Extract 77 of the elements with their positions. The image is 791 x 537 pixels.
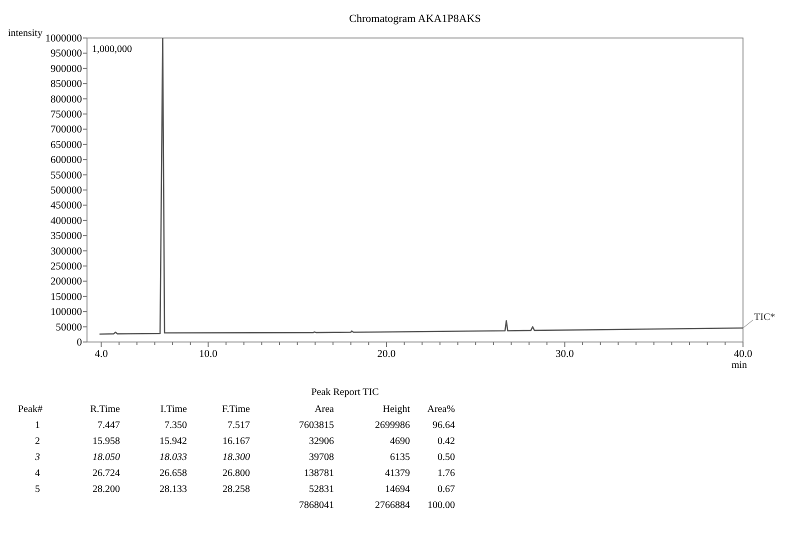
text: 26.800 [222,468,250,479]
chart-title: Chromatogram AKA1P8AKS [349,13,481,25]
y-tick-label: 250000 [50,262,82,272]
text: 16.167 [222,436,250,447]
x-tick-label: 10.0 [199,349,218,360]
y-tick-label: 600000 [50,155,82,166]
y-tick-label: 350000 [50,231,82,242]
text: 2 [35,436,40,447]
text: 6135 [390,452,410,463]
text: 3 [34,452,40,463]
text: 18.033 [160,452,187,463]
text: 138781 [304,468,334,479]
y-tick-label: 300000 [50,246,82,258]
y-tick-label: 700000 [50,124,82,136]
y-tick-label: 100000 [50,307,82,318]
x-tick-label: 40.0 [734,349,752,360]
text: 32906 [309,436,334,447]
y-tick-label: 800000 [50,94,82,106]
text: 0.50 [438,452,455,463]
text: 26.724 [92,468,120,479]
text: 2699986 [375,420,410,431]
y-tick-label: 1000000 [45,34,82,44]
text: R.Time [90,404,121,415]
text: 39708 [309,452,334,463]
annotation: 1,000,000 [92,44,132,55]
y-tick-label: 500000 [50,186,82,196]
x-tick-label: 4.0 [94,349,108,360]
text: 15.942 [160,436,187,447]
text: F.Time [222,404,251,415]
text: 7868041 [299,500,334,511]
y-tick-label: 550000 [50,170,82,182]
text: 28.200 [92,484,120,495]
text: 1.76 [438,468,455,479]
y-tick-label: 150000 [50,292,82,303]
x-tick-label: 20.0 [377,349,396,360]
text: 41379 [385,468,410,479]
y-tick-label: 400000 [50,216,82,227]
text: 28.133 [160,484,187,495]
y-tick-label: 750000 [50,110,82,120]
text: Peak# [18,404,42,415]
text: 100.00 [428,500,455,511]
text: 15.958 [92,436,120,447]
text: 18.300 [222,452,250,463]
y-tick-label: 850000 [50,79,82,90]
y-tick-label: 450000 [50,200,82,212]
x-tick-label: 30.0 [556,349,574,360]
text: 4690 [390,436,410,447]
text: 7.447 [98,420,120,431]
text: 7.517 [228,420,250,431]
text: 0.67 [438,484,455,495]
text: Area [314,404,335,415]
x-axis-title: min [731,360,747,371]
y-tick-label: 900000 [50,64,82,75]
text: 1 [35,420,40,431]
y-axis-title: intensity [8,28,42,39]
text: 2766884 [375,500,410,511]
y-tick-label: 0 [76,338,82,348]
text: 18.050 [92,452,120,463]
text: 4 [35,468,40,479]
text: 96.64 [432,420,455,431]
text: I.Time [160,404,188,415]
text: 14694 [385,484,410,495]
text: Area% [427,404,455,415]
series-label: TIC* [754,312,776,324]
text: Height [382,404,410,415]
text: 26.658 [160,468,187,479]
text: Peak Report TIC [311,387,380,398]
text: 7.350 [164,420,187,431]
text: 5 [35,484,40,495]
y-tick-label: 50000 [56,322,82,334]
y-tick-label: 200000 [50,276,82,288]
text: 28.258 [222,484,250,495]
y-tick-label: 650000 [50,140,82,151]
y-tick-label: 950000 [50,48,82,60]
text: 52831 [309,484,334,495]
text: 0.42 [438,436,455,447]
text: 7603815 [299,420,334,431]
